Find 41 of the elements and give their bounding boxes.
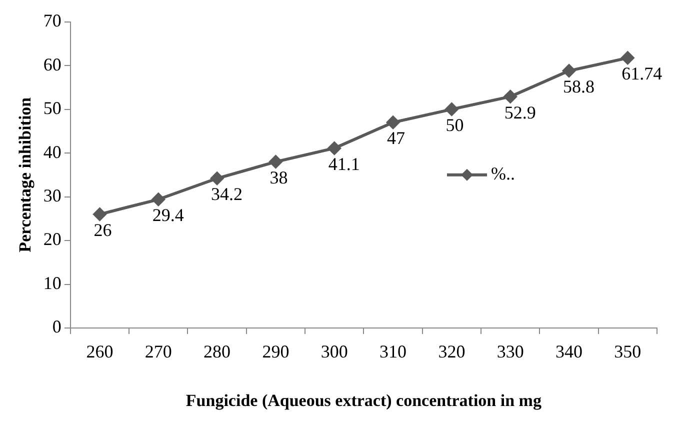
point — [621, 51, 634, 64]
data-label: 41.1 — [328, 154, 360, 174]
y-tick-label: 70 — [43, 10, 62, 31]
x-tick-label: 350 — [614, 342, 642, 362]
point — [504, 90, 517, 104]
x-tick-label: 280 — [204, 342, 231, 362]
x-axis-title: Fungicide (Aqueous extract) concentration in mg — [186, 391, 542, 410]
y-axis-title: Percentage inhibition — [16, 96, 35, 252]
data-label: 61.74 — [622, 64, 662, 84]
data-label: 58.8 — [563, 76, 595, 97]
legend-label: %.. — [491, 164, 515, 184]
x-tick-label: 340 — [556, 342, 583, 362]
y-tick-label: 40 — [43, 142, 62, 162]
x-tick-label: 270 — [144, 342, 172, 362]
x-tick-label: 320 — [438, 342, 466, 362]
point — [210, 172, 224, 185]
data-label: 52.9 — [504, 102, 536, 122]
point — [152, 192, 165, 206]
point — [445, 102, 458, 116]
x-tick-label: 300 — [320, 342, 348, 362]
y-tick-label: 0 — [52, 316, 62, 337]
y-tick-label: 50 — [43, 98, 62, 118]
data-label: 38 — [270, 168, 288, 188]
y-tick-label: 20 — [43, 229, 62, 250]
x-tick-label: 260 — [86, 342, 114, 362]
x-tick-label: 290 — [262, 342, 290, 362]
point — [93, 208, 106, 221]
point — [269, 155, 282, 168]
data-label: 47 — [387, 128, 406, 148]
x-tick-label: 330 — [496, 342, 524, 362]
data-label: 34.2 — [211, 184, 243, 204]
point — [328, 142, 341, 155]
data-label: 29.4 — [152, 205, 184, 226]
y-tick-label: 30 — [43, 186, 62, 206]
y-tick-label: 10 — [43, 272, 62, 293]
y-tick-label: 60 — [43, 54, 62, 74]
x-tick-label: 310 — [380, 342, 407, 362]
data-label: 50 — [446, 115, 464, 136]
data-label: 26 — [94, 220, 112, 240]
point — [562, 64, 576, 78]
point — [386, 116, 400, 129]
